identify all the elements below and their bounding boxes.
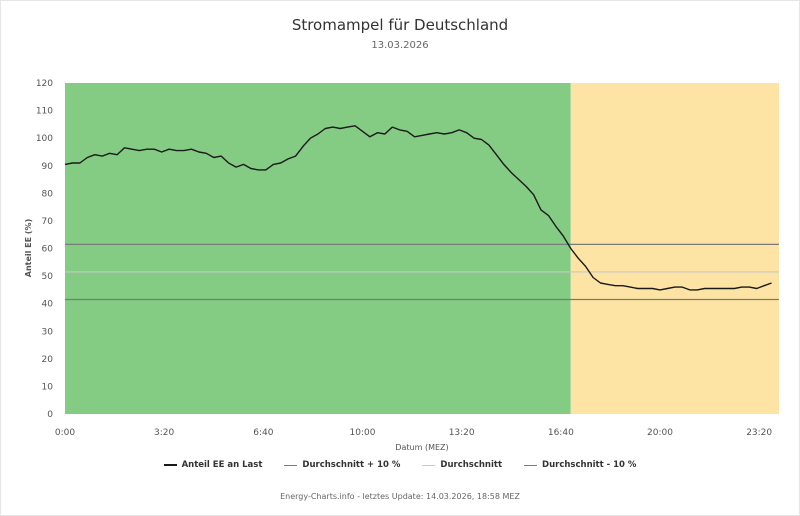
legend-item-avg[interactable]: Durchschnitt bbox=[422, 460, 502, 470]
legend-item-avg-minus[interactable]: Durchschnitt - 10 % bbox=[524, 460, 636, 470]
y-tick-label: 70 bbox=[42, 217, 54, 227]
y-tick-label: 100 bbox=[36, 134, 53, 144]
legend-label: Durchschnitt - 10 % bbox=[542, 460, 637, 470]
y-tick-label: 120 bbox=[36, 79, 53, 89]
y-tick-label: 50 bbox=[42, 272, 54, 282]
series-line-anteil-ee bbox=[64, 125, 772, 291]
footer-credit: Energy-Charts.info - letztes Update: 14.… bbox=[280, 492, 520, 501]
legend-label: Durchschnitt + 10 % bbox=[302, 460, 401, 470]
x-tick-label: 20:00 bbox=[647, 428, 673, 438]
x-tick-label: 10:00 bbox=[350, 428, 376, 438]
legend-label: Anteil EE an Last bbox=[181, 460, 263, 470]
x-tick-label: 0:00 bbox=[55, 428, 75, 438]
legend-swatch bbox=[163, 464, 177, 466]
y-tick-label: 10 bbox=[42, 382, 54, 392]
x-tick-label: 3:20 bbox=[154, 428, 174, 438]
legend-swatch bbox=[524, 464, 538, 466]
y-tick-label: 60 bbox=[42, 245, 54, 255]
y-tick-label: 20 bbox=[42, 355, 54, 365]
x-axis-label: Datum (MEZ) bbox=[395, 443, 448, 452]
y-tick-label: 40 bbox=[42, 300, 54, 310]
x-tick-label: 13:20 bbox=[449, 428, 475, 438]
legend-item-anteil[interactable]: Anteil EE an Last bbox=[163, 460, 263, 470]
y-tick-label: 90 bbox=[42, 162, 54, 172]
y-tick-label: 0 bbox=[47, 410, 53, 420]
y-axis-label: Anteil EE (%) bbox=[24, 219, 33, 277]
y-tick-label: 30 bbox=[42, 327, 54, 337]
legend-item-avg-plus[interactable]: Durchschnitt + 10 % bbox=[284, 460, 400, 470]
x-tick-label: 6:40 bbox=[253, 428, 273, 438]
x-tick-label: 23:20 bbox=[746, 428, 772, 438]
background-band bbox=[65, 83, 571, 414]
legend-swatch bbox=[284, 464, 298, 466]
chart-title: Stromampel für Deutschland bbox=[291, 16, 509, 34]
chart-subtitle: 13.03.2026 bbox=[371, 40, 429, 51]
x-tick-label: 16:40 bbox=[548, 428, 574, 438]
background-band bbox=[570, 83, 779, 414]
y-tick-label: 110 bbox=[36, 107, 53, 117]
y-tick-label: 80 bbox=[42, 189, 54, 199]
legend: Anteil EE an Last Durchschnitt + 10 % Du… bbox=[0, 460, 800, 470]
legend-label: Durchschnitt bbox=[440, 460, 503, 470]
legend-swatch bbox=[422, 464, 436, 466]
